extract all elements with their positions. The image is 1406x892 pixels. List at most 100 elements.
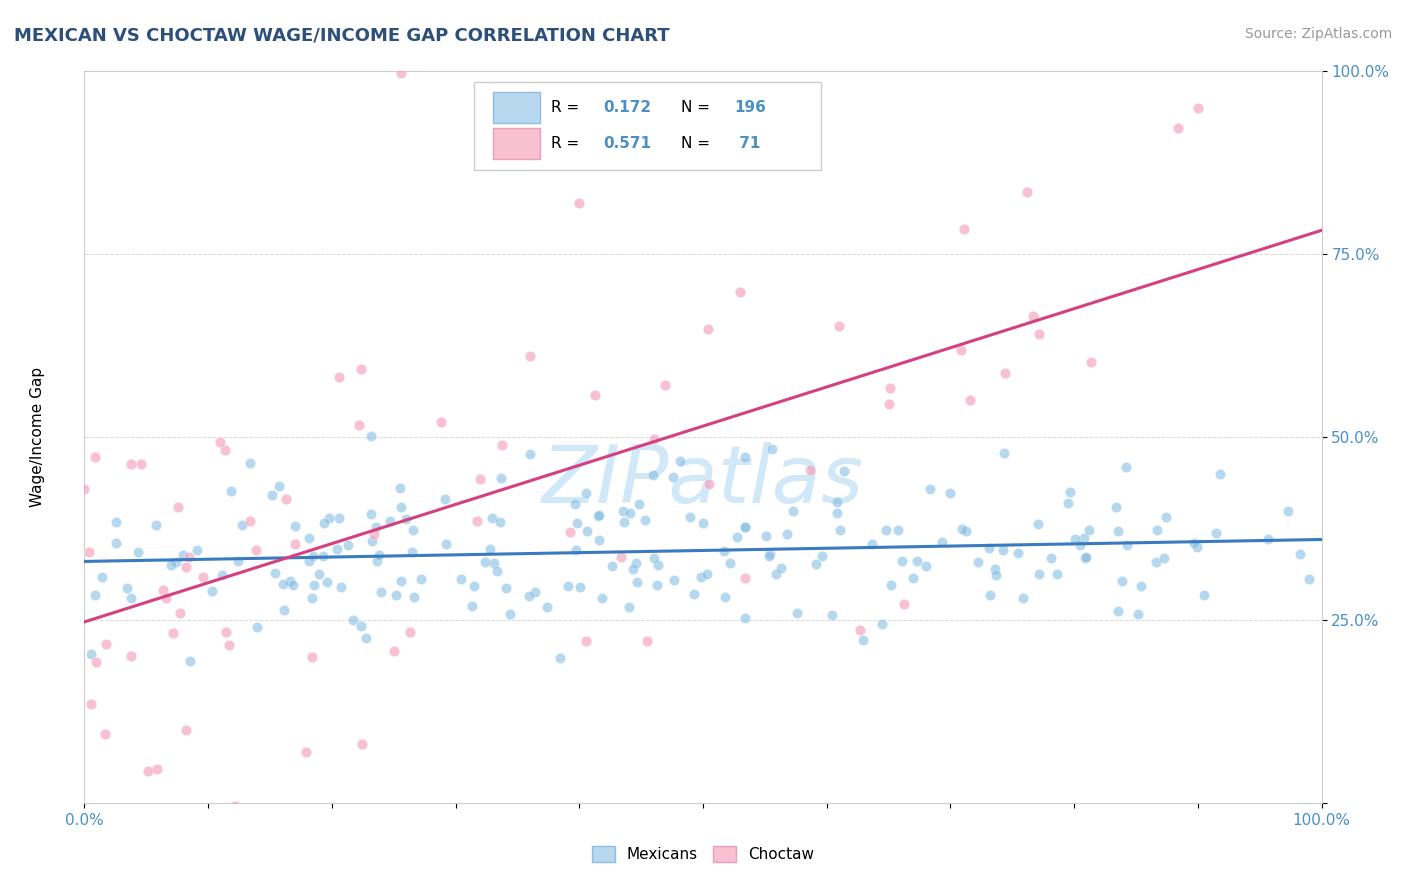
Point bbox=[402, 590, 425, 604]
Point bbox=[993, 446, 1015, 460]
Point bbox=[662, 573, 685, 587]
Point bbox=[80, 697, 103, 711]
Point bbox=[214, 443, 236, 458]
Point bbox=[634, 512, 657, 526]
Point bbox=[260, 488, 283, 502]
Point bbox=[174, 723, 197, 737]
Point bbox=[523, 585, 546, 599]
Point bbox=[461, 599, 484, 613]
Point bbox=[1074, 549, 1097, 564]
Point bbox=[734, 611, 756, 625]
Point bbox=[1209, 467, 1232, 481]
Point bbox=[411, 572, 433, 586]
Point bbox=[879, 578, 901, 592]
Point bbox=[568, 580, 591, 594]
Point bbox=[689, 570, 711, 584]
Point bbox=[191, 570, 214, 584]
Bar bbox=[492, 92, 540, 122]
Point bbox=[169, 606, 191, 620]
Point bbox=[662, 470, 685, 484]
Point bbox=[1026, 517, 1049, 532]
Point bbox=[267, 479, 290, 493]
Point bbox=[915, 559, 938, 574]
Point bbox=[73, 482, 96, 496]
Point bbox=[1040, 551, 1063, 566]
Point bbox=[654, 378, 676, 392]
Point bbox=[302, 578, 325, 592]
Point bbox=[586, 509, 609, 524]
Point bbox=[875, 523, 897, 537]
Point bbox=[450, 572, 472, 586]
Point bbox=[278, 574, 301, 588]
Point bbox=[219, 483, 242, 498]
Point bbox=[950, 522, 973, 536]
Point bbox=[734, 519, 756, 533]
Point bbox=[770, 561, 793, 575]
Point bbox=[568, 196, 591, 211]
Point bbox=[145, 518, 167, 533]
Point bbox=[696, 321, 718, 335]
Point bbox=[201, 584, 224, 599]
Point bbox=[399, 625, 422, 640]
Point bbox=[1012, 591, 1035, 606]
Point bbox=[179, 654, 201, 668]
Point bbox=[1069, 538, 1091, 552]
Point bbox=[1077, 523, 1099, 537]
Point bbox=[302, 549, 325, 563]
Point bbox=[465, 514, 488, 528]
Point bbox=[336, 538, 359, 552]
Point bbox=[127, 545, 149, 559]
Point bbox=[80, 647, 103, 661]
Point bbox=[984, 568, 1007, 582]
Point bbox=[172, 549, 194, 563]
Point bbox=[1289, 547, 1312, 561]
Point bbox=[626, 574, 648, 589]
Point bbox=[734, 571, 756, 585]
Point bbox=[810, 549, 832, 563]
Point bbox=[105, 536, 128, 550]
Point bbox=[104, 515, 127, 529]
Point bbox=[890, 554, 912, 568]
Point bbox=[488, 515, 510, 529]
Point bbox=[329, 580, 352, 594]
Text: 0.172: 0.172 bbox=[603, 100, 651, 115]
Point bbox=[495, 581, 517, 595]
Point bbox=[474, 555, 496, 569]
Point bbox=[83, 588, 105, 602]
Point bbox=[825, 506, 848, 520]
Point bbox=[536, 600, 558, 615]
Point bbox=[1059, 485, 1081, 500]
Point bbox=[273, 602, 295, 616]
Point bbox=[1073, 532, 1095, 546]
Point bbox=[714, 590, 737, 604]
Point bbox=[298, 531, 321, 545]
Point bbox=[575, 633, 598, 648]
Point bbox=[643, 432, 665, 446]
Point bbox=[218, 638, 240, 652]
Point bbox=[352, 737, 374, 751]
Point bbox=[211, 568, 233, 582]
Point bbox=[1129, 579, 1152, 593]
Point bbox=[955, 524, 977, 538]
Text: 0.571: 0.571 bbox=[603, 136, 651, 152]
Point bbox=[1192, 588, 1215, 602]
Point bbox=[1146, 523, 1168, 537]
Point bbox=[565, 543, 588, 558]
Point bbox=[316, 575, 339, 590]
Point bbox=[761, 442, 783, 457]
Point bbox=[281, 577, 304, 591]
Point bbox=[298, 554, 321, 568]
Point bbox=[1185, 540, 1208, 554]
Point bbox=[754, 529, 776, 543]
Point bbox=[94, 726, 117, 740]
Point bbox=[384, 588, 406, 602]
Point bbox=[263, 566, 285, 580]
Point bbox=[1298, 572, 1320, 586]
Point bbox=[90, 570, 112, 584]
Point bbox=[619, 506, 641, 520]
Point bbox=[395, 512, 418, 526]
Point bbox=[643, 468, 665, 483]
Point bbox=[468, 472, 491, 486]
Point bbox=[499, 607, 522, 621]
Point bbox=[301, 649, 323, 664]
